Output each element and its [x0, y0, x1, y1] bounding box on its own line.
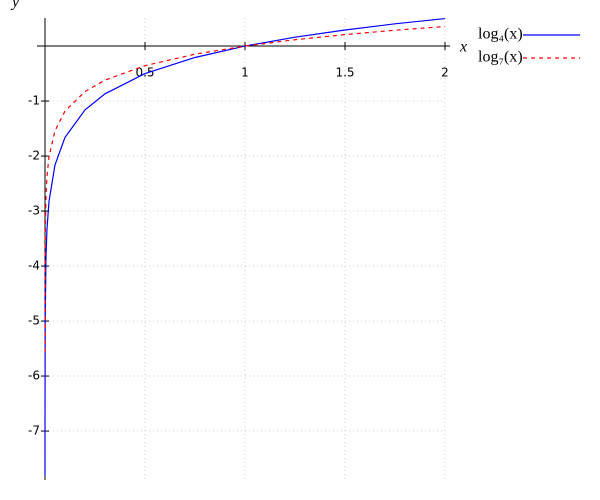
y-tick-label: -4: [28, 259, 40, 273]
line-series: [44, 25, 446, 352]
x-tick-label: 1.5: [335, 66, 354, 80]
x-tick-label: 1: [241, 66, 249, 80]
y-tick-label: -5: [28, 314, 40, 328]
x-axis-label: x: [459, 39, 467, 56]
legend-label: log₄(x): [478, 26, 523, 43]
x-tick-label: 2: [441, 66, 449, 80]
y-tick-label: -3: [28, 204, 40, 218]
y-tick-label: -2: [28, 149, 40, 163]
y-tick-label: -7: [28, 424, 40, 438]
y-tick-label: -6: [28, 369, 40, 383]
y-axis-label: y: [10, 0, 20, 11]
line-series: [44, 17, 446, 476]
legend-label: log₇(x): [478, 49, 523, 66]
y-tick-label: -1: [28, 94, 40, 108]
